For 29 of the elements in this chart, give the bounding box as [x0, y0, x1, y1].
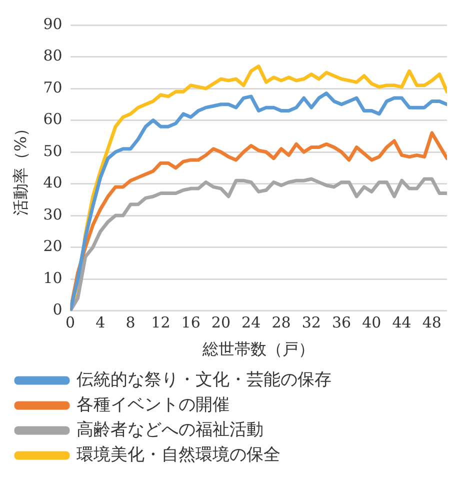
legend-label: 伝統的な祭り・文化・芸能の保存	[76, 370, 332, 390]
y-tick-label: 80	[43, 46, 62, 65]
x-tick-label: 16	[181, 314, 200, 332]
x-tick-label: 44	[392, 314, 412, 332]
y-axis-title: 活動率（%）	[10, 120, 30, 216]
x-tick-label: 4	[96, 314, 106, 332]
legend-label: 高齢者などへの福祉活動	[76, 420, 264, 440]
x-tick-label: 40	[362, 314, 382, 332]
x-tick-label: 48	[422, 314, 442, 332]
legend-label: 各種イベントの開催	[76, 394, 230, 415]
y-tick-label: 0	[52, 300, 62, 319]
x-axis-title: 総世帯数（戸）	[202, 340, 315, 359]
y-tick-label: 70	[43, 78, 62, 96]
x-tick-label: 32	[302, 314, 321, 332]
x-tick-label: 8	[126, 314, 136, 332]
x-tick-label: 12	[151, 314, 170, 332]
x-tick-label: 0	[66, 314, 76, 332]
y-tick-label: 50	[43, 142, 62, 160]
y-tick-label: 30	[43, 205, 62, 224]
x-tick-label: 20	[211, 314, 231, 332]
y-tick-label: 60	[43, 110, 62, 128]
x-tick-label: 24	[242, 314, 261, 332]
legend-label: 環境美化・自然環境の保全	[76, 444, 280, 465]
y-tick-label: 90	[43, 14, 62, 33]
y-tick-label: 10	[43, 268, 62, 287]
x-tick-label: 36	[332, 314, 352, 332]
y-tick-label: 40	[43, 174, 62, 192]
y-tick-label: 20	[43, 237, 62, 256]
x-tick-label: 28	[272, 314, 291, 332]
